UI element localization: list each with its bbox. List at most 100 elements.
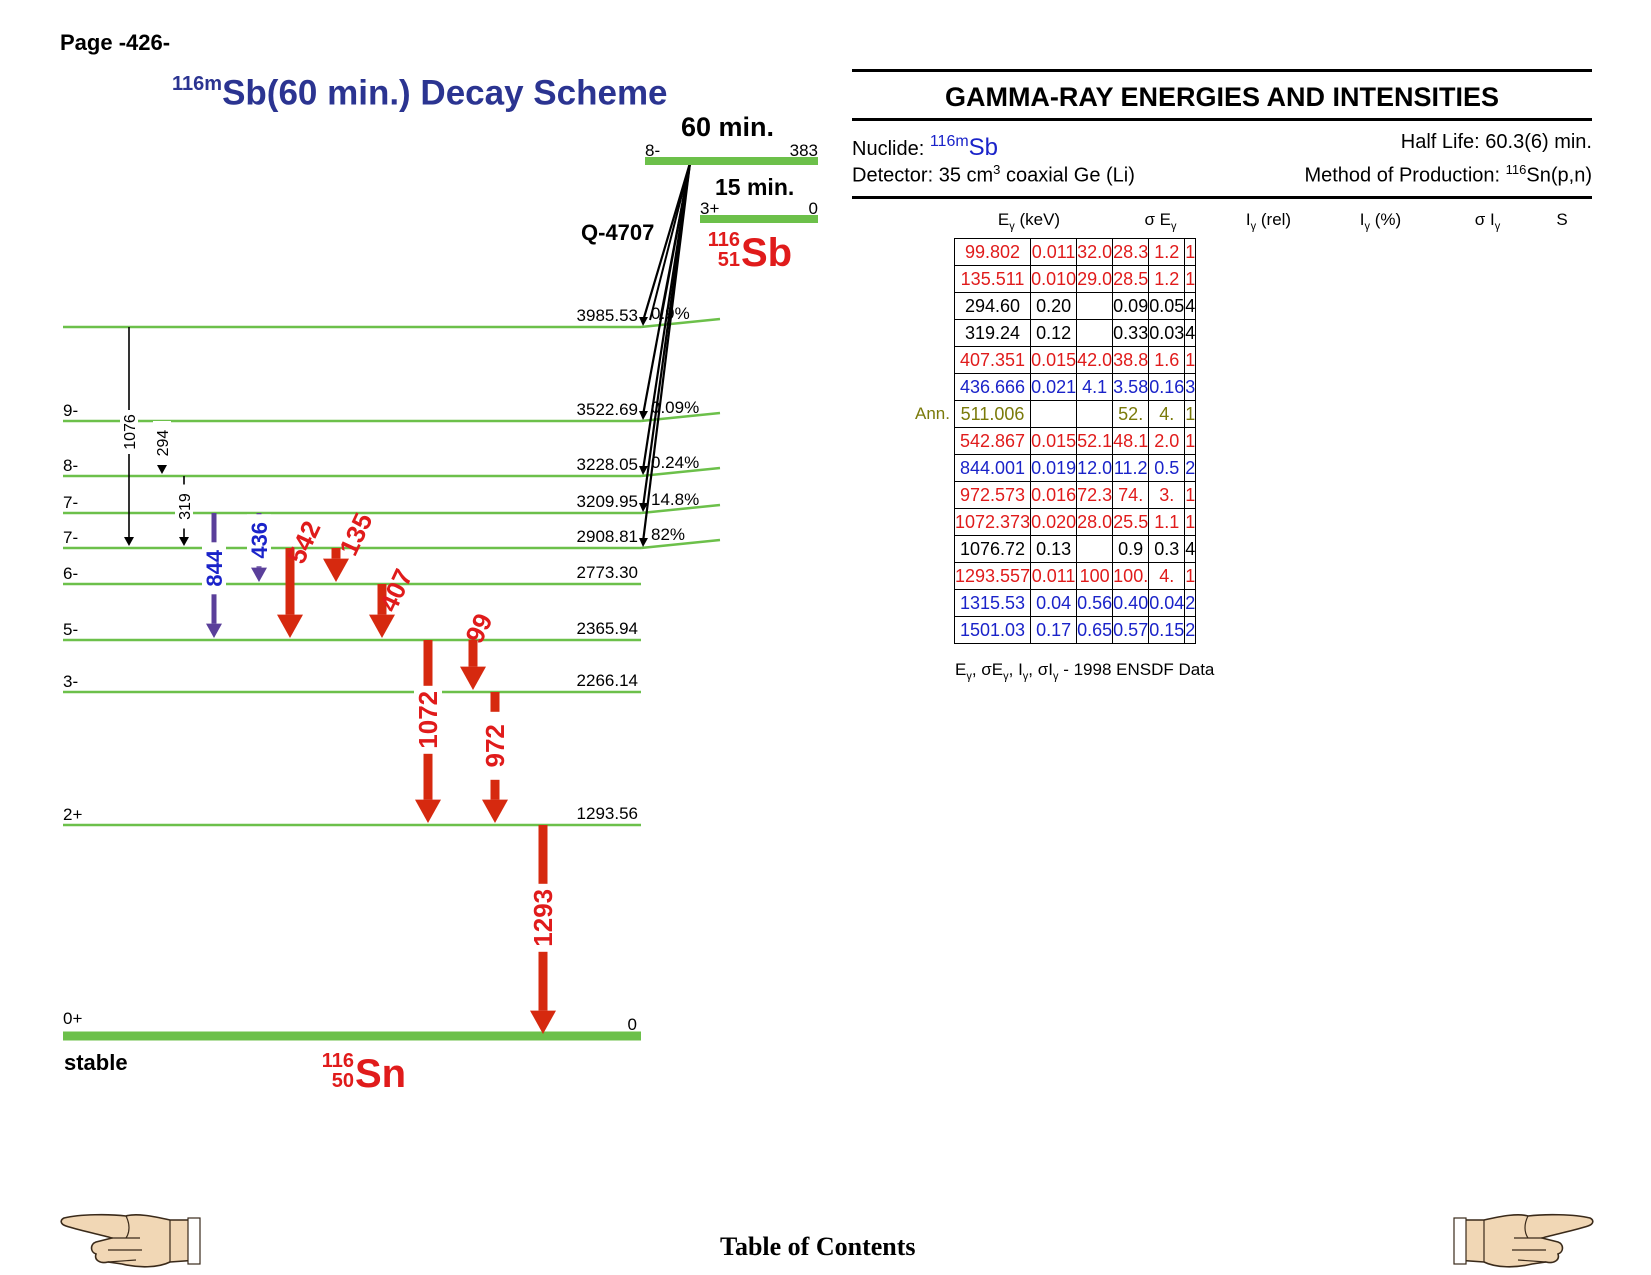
table-cell-s-energy: 0.019 <box>1030 454 1078 482</box>
level-spin: 0+ <box>63 1009 82 1028</box>
table-cell-s: 1 <box>1184 400 1197 428</box>
table-cell-energy: 436.666 <box>953 373 1032 401</box>
table-cell-energy: 1315.53 <box>953 589 1032 617</box>
gamma-label: 99 <box>459 609 498 648</box>
table-cell-s-energy: 0.13 <box>1030 535 1078 563</box>
gamma-table-body: 99.802 0.011 32.0 28.3 1.2 1 135.511 0.010 29.0 2… <box>953 238 1197 644</box>
table-cell-s-energy: 0.12 <box>1030 319 1078 347</box>
col-header-intensity-pct: Iγ (%) <box>1359 210 1402 233</box>
level-energy: 1293.56 <box>577 804 638 823</box>
nuclide-field: Nuclide: 116mSb <box>852 128 998 161</box>
table-row: 542.867 0.015 52.1 48.1 2.0 1 <box>953 427 1197 455</box>
table-cell-s: 1 <box>1184 238 1197 266</box>
table-cell-irel: 42.0 <box>1076 346 1114 374</box>
level-energy: 3985.53 <box>577 306 638 325</box>
beta-feed-percent: 0.09% <box>651 398 699 417</box>
header-bottom-rule <box>852 118 1592 121</box>
level-spin: 9- <box>63 401 78 420</box>
table-cell-s-i: 3. <box>1148 481 1186 509</box>
production-field: Method of Production: 116Sn(p,n) <box>1304 156 1592 187</box>
feed-level-extension <box>640 317 721 329</box>
table-cell-s-energy: 0.011 <box>1030 562 1078 590</box>
q-value: Q-4707 <box>581 220 654 245</box>
table-cell-energy: 319.24 <box>953 319 1032 347</box>
gamma-arrow-head <box>251 567 267 582</box>
table-cell-s: 4 <box>1184 319 1197 347</box>
q-value-line <box>659 162 691 321</box>
table-cell-s-energy: 0.04 <box>1030 589 1078 617</box>
gamma-label: 972 <box>480 724 510 767</box>
production-label: Method of Production: <box>1304 164 1506 187</box>
table-row: 407.351 0.015 42.0 38.8 1.6 1 <box>953 346 1197 374</box>
table-cell-irel: 29.0 <box>1076 265 1114 293</box>
level-energy: 2773.30 <box>577 563 638 582</box>
info-row-1: Nuclide: 116mSb Half Life: 60.3(6) min. <box>852 128 1592 161</box>
gamma-arrow-head <box>460 666 486 690</box>
gamma-label: 436 <box>247 522 272 559</box>
col-header-s: S <box>1556 210 1568 229</box>
gamma-table-title: GAMMA-RAY ENERGIES AND INTENSITIES <box>944 82 1500 112</box>
gamma-arrow-head <box>323 558 349 582</box>
gamma-label: 319 <box>177 493 194 520</box>
gamma-arrow-head <box>369 614 395 638</box>
gamma-label-bg <box>414 685 442 754</box>
daughter-mass-number: 116 <box>322 1050 354 1072</box>
table-cell-energy: 1076.72 <box>953 535 1032 563</box>
q-value-line <box>649 162 691 321</box>
nuclide-value: 116mSb <box>930 133 998 161</box>
table-cell-s-energy: 0.20 <box>1030 292 1078 320</box>
level-spin: 6- <box>63 564 78 583</box>
table-cell-irel: 0.65 <box>1076 616 1114 644</box>
parent-halflife: 60 min. <box>681 112 774 142</box>
table-cell-ipct: 0.9 <box>1112 535 1150 563</box>
level-energy: 2908.81 <box>577 527 638 546</box>
col-header-sigma-energy: σ Eγ <box>1144 210 1177 233</box>
level-spin: 7- <box>63 493 78 512</box>
beta-feed-arrowhead <box>639 466 648 475</box>
production-rest: Sn(p,n) <box>1526 164 1592 187</box>
table-cell-irel: 12.0 <box>1076 454 1114 482</box>
table-cell-s-i: 1.2 <box>1148 238 1186 266</box>
gamma-arrow-head <box>482 799 508 823</box>
detector-field: Detector: 35 cm3 coaxial Ge (Li) <box>852 156 1135 187</box>
table-row: 511.006 52. 4. 1 <box>953 400 1197 428</box>
level-spin: 3- <box>63 672 78 691</box>
pointing-hand-right-icon[interactable] <box>1452 1210 1594 1272</box>
detector-sup: 3 <box>993 162 1001 177</box>
table-cell-energy: 294.60 <box>953 292 1032 320</box>
beta-feed-lines <box>639 162 692 547</box>
table-cell-s: 1 <box>1184 346 1197 374</box>
info-bottom-rule <box>852 196 1592 199</box>
beta-feed-percent: 82% <box>651 525 685 544</box>
table-cell-s: 1 <box>1184 562 1197 590</box>
table-cell-s-i: 4. <box>1148 400 1186 428</box>
decay-scheme-diagram: 3985.530.9%3522.699-0.09%3228.058-0.24%3… <box>63 112 818 1096</box>
table-cell-energy: 407.351 <box>953 346 1032 374</box>
gamma-label-bg <box>481 711 509 780</box>
table-cell-energy: 99.802 <box>953 238 1032 266</box>
pointing-hand-left-icon[interactable] <box>60 1210 202 1272</box>
beta-feed-line <box>641 162 692 543</box>
beta-feed-percent: 14.8% <box>651 490 699 509</box>
stable-label: stable <box>64 1050 128 1075</box>
table-row: 319.24 0.12 0.33 0.03 4 <box>953 319 1197 347</box>
table-cell-ipct: 3.58 <box>1112 373 1150 401</box>
table-cell-s: 2 <box>1184 616 1197 644</box>
gamma-label-bg <box>153 421 171 465</box>
gamma-arrow-head <box>179 537 189 546</box>
col-header-sigma-intensity: σ Iγ <box>1474 210 1501 233</box>
table-cell-s-i: 2.0 <box>1148 427 1186 455</box>
production-sup: 116 <box>1505 162 1527 177</box>
table-cell-s-energy: 0.011 <box>1030 238 1078 266</box>
feed-level-extension <box>640 503 721 515</box>
gamma-label: 294 <box>155 430 172 457</box>
table-of-contents-link[interactable]: Table of Contents <box>720 1232 916 1261</box>
table-cell-s: 1 <box>1184 427 1197 455</box>
table-cell-irel: 100 <box>1076 562 1114 590</box>
col-header-energy: Eγ (keV) <box>997 210 1061 233</box>
ground-parent-energy: 0 <box>809 199 818 218</box>
parent-atomic-number: 51 <box>718 249 740 271</box>
detector-label: Detector: 35 cm <box>852 164 994 187</box>
table-cell-ipct: 38.8 <box>1112 346 1150 374</box>
